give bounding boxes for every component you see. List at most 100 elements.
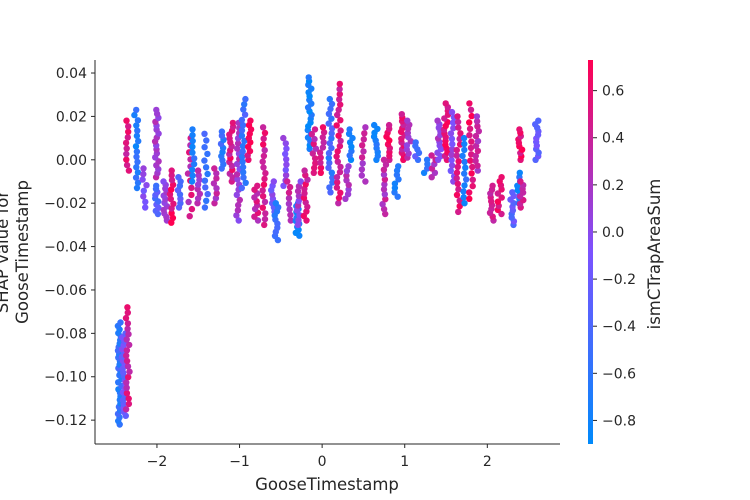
- data-point: [203, 137, 210, 144]
- data-point: [362, 124, 369, 131]
- data-point: [270, 178, 277, 185]
- data-point: [461, 146, 468, 154]
- data-point: [122, 139, 130, 147]
- data-point: [189, 132, 196, 139]
- data-point: [474, 147, 482, 155]
- data-point: [261, 198, 269, 206]
- data-point: [140, 193, 147, 200]
- data-point: [240, 174, 247, 181]
- data-point: [295, 216, 302, 224]
- y-axis-label-line-2: GooseTimestamp: [13, 180, 32, 324]
- data-point: [168, 167, 175, 174]
- data-point: [261, 147, 268, 154]
- data-point: [328, 100, 336, 108]
- data-point: [472, 142, 480, 150]
- data-point: [467, 157, 474, 164]
- data-point: [448, 156, 455, 164]
- data-point: [189, 166, 196, 174]
- data-point: [335, 132, 342, 139]
- data-point: [124, 304, 131, 311]
- data-point: [466, 125, 474, 132]
- data-point: [262, 170, 269, 177]
- data-point: [473, 118, 481, 125]
- data-point: [334, 111, 341, 119]
- data-point: [239, 153, 246, 160]
- y-tick-label: −0.02: [44, 196, 87, 212]
- data-point: [301, 167, 308, 174]
- data-point: [213, 175, 220, 182]
- data-point: [160, 178, 167, 185]
- data-point: [239, 148, 246, 155]
- data-point: [448, 135, 456, 142]
- data-point: [133, 132, 141, 140]
- data-point: [282, 166, 289, 174]
- data-point: [133, 153, 140, 160]
- data-point: [360, 136, 367, 143]
- data-point: [189, 143, 196, 150]
- data-point: [239, 122, 247, 129]
- data-point: [449, 140, 456, 148]
- data-point: [448, 108, 456, 116]
- data-point: [412, 139, 419, 146]
- data-point: [337, 117, 344, 124]
- data-point: [474, 137, 482, 145]
- data-point: [447, 167, 454, 174]
- data-point: [234, 207, 242, 214]
- data-point: [240, 106, 247, 113]
- data-point: [336, 85, 343, 93]
- data-point: [498, 210, 505, 218]
- data-point: [188, 205, 196, 213]
- data-point: [434, 117, 441, 124]
- data-point: [461, 170, 468, 177]
- data-point: [467, 106, 475, 114]
- data-point: [123, 357, 131, 365]
- data-point: [283, 145, 290, 152]
- data-point: [287, 211, 294, 219]
- colorbar-tick-label: 0.2: [602, 178, 624, 194]
- data-point: [140, 187, 147, 194]
- data-point: [284, 178, 291, 185]
- data-point: [509, 189, 516, 196]
- data-point: [117, 319, 124, 326]
- data-point: [305, 74, 312, 81]
- data-point: [259, 124, 267, 131]
- data-point: [361, 130, 368, 137]
- data-point: [260, 181, 268, 188]
- data-point: [345, 186, 352, 193]
- data-point: [308, 131, 315, 138]
- data-point: [177, 200, 184, 207]
- data-point: [453, 169, 461, 176]
- colorbar: [588, 60, 593, 444]
- data-point: [404, 117, 411, 124]
- data-point: [123, 347, 131, 354]
- data-point: [385, 121, 393, 129]
- data-point: [309, 150, 316, 157]
- data-point: [213, 190, 220, 197]
- data-point: [358, 172, 365, 179]
- data-point: [362, 178, 369, 185]
- data-point: [123, 336, 130, 343]
- data-point: [337, 127, 344, 134]
- data-point: [124, 325, 131, 332]
- data-point: [285, 189, 293, 196]
- data-point: [125, 128, 132, 135]
- data-point: [472, 132, 480, 140]
- data-point: [395, 163, 402, 170]
- data-point: [371, 121, 378, 129]
- data-point: [457, 130, 464, 137]
- data-point: [448, 162, 456, 169]
- data-point: [517, 178, 524, 185]
- data-point: [204, 190, 211, 198]
- data-point: [474, 167, 481, 174]
- data-point: [325, 110, 333, 118]
- axis-ticks: −2 −1 0 1 2 0.04 0.02 0.00 −0.02 −0.04 −0.06 −0.08 −…: [44, 66, 492, 470]
- data-point: [403, 142, 411, 149]
- data-point: [234, 176, 241, 183]
- data-point: [189, 149, 196, 156]
- data-point: [380, 171, 388, 178]
- data-point: [454, 118, 462, 126]
- data-point: [423, 156, 431, 163]
- data-point: [229, 119, 237, 127]
- data-point: [311, 155, 319, 162]
- data-point: [123, 379, 130, 386]
